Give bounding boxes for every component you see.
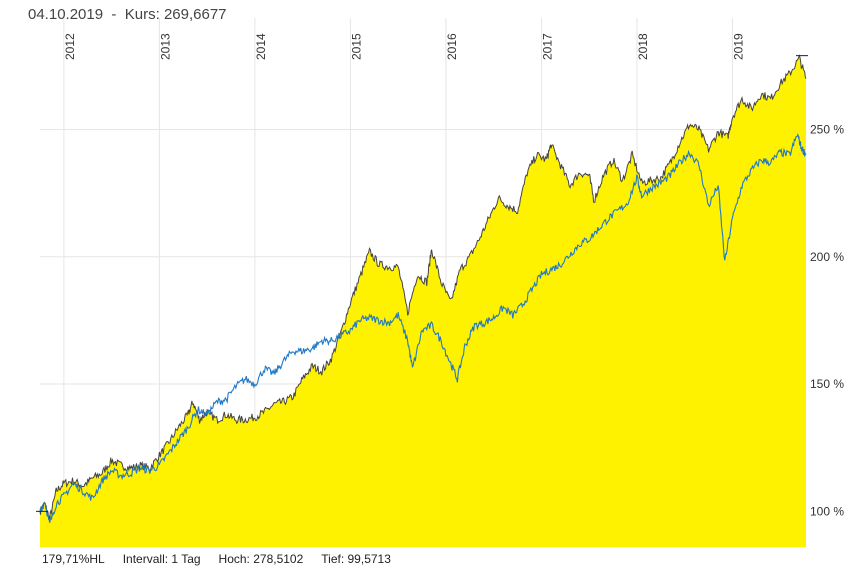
primary-area-outline [39, 54, 807, 520]
benchmark-line-series [39, 133, 807, 523]
y-tick-label: 200 % [810, 250, 844, 264]
footer-high: Hoch: 278,5102 [218, 552, 304, 566]
y-tick-label: 100 % [810, 504, 844, 518]
x-tick-label: 2012 [63, 33, 77, 60]
x-tick-label: 2015 [349, 33, 363, 60]
header-price-label: Kurs: [124, 6, 160, 23]
x-tick-label: 2017 [540, 33, 554, 60]
x-tick-label: 2014 [254, 33, 268, 60]
x-tick-label: 2016 [445, 33, 459, 60]
footer-interval: Intervall: 1 Tag [122, 552, 201, 566]
range-markers [36, 55, 808, 512]
y-tick-label: 150 % [810, 377, 844, 391]
footer-performance: 179,71%HL [42, 552, 105, 566]
x-tick-label: 2019 [731, 33, 745, 60]
y-axis-ticks: 100 % 150 % 200 % 250 % [810, 122, 844, 518]
x-tick-label: 2013 [158, 33, 172, 60]
chart-header: 04.10.2019 - Kurs: 269,6677 [28, 6, 227, 23]
header-date: 04.10.2019 [28, 6, 104, 23]
x-axis-ticks: 2012 2013 2014 2015 2016 2017 2018 2019 [63, 33, 746, 60]
header-separator: - [103, 6, 125, 23]
footer-low: Tief: 99,5713 [321, 552, 391, 566]
header-price: 269,6677 [163, 6, 227, 23]
primary-area-series [40, 55, 806, 547]
y-tick-label: 250 % [810, 122, 844, 136]
x-tick-label: 2018 [636, 33, 650, 60]
chart-footer: 179,71%HL Intervall: 1 Tag Hoch: 278,510… [42, 552, 391, 566]
